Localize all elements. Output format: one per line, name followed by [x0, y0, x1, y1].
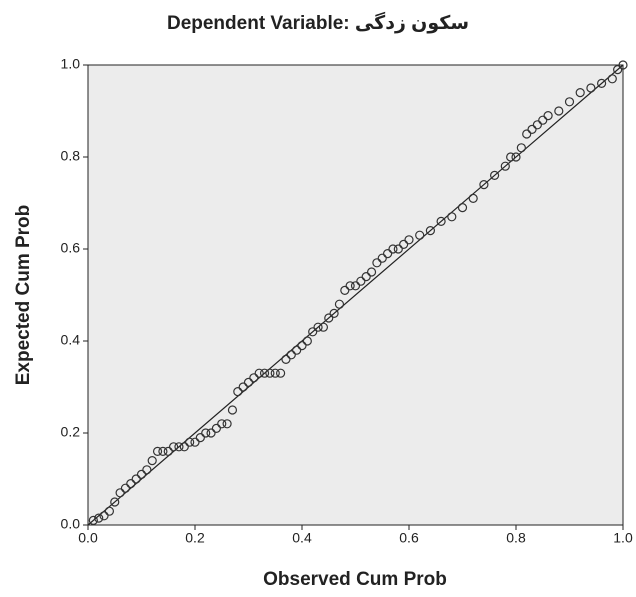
x-tick-label: 0.8: [506, 530, 526, 546]
chart: Dependent Variable: سکون زدگی Observed C…: [0, 0, 636, 597]
y-axis-title: Expected Cum Prob: [13, 205, 34, 386]
x-axis-title: Observed Cum Prob: [263, 569, 447, 590]
y-tick-label: 0.0: [61, 516, 81, 532]
y-tick-label: 0.6: [61, 240, 81, 256]
y-tick-label: 0.8: [61, 148, 81, 164]
y-tick-label: 0.2: [61, 424, 81, 440]
x-tick-label: 0.6: [399, 530, 419, 546]
x-tick-label: 1.0: [613, 530, 633, 546]
x-tick-label: 0.2: [185, 530, 205, 546]
y-tick-label: 1.0: [61, 56, 81, 72]
x-tick-label: 0.0: [78, 530, 98, 546]
chart-title: Dependent Variable: سکون زدگی: [167, 11, 469, 34]
x-tick-label: 0.4: [292, 530, 312, 546]
y-tick-label: 0.4: [61, 332, 81, 348]
